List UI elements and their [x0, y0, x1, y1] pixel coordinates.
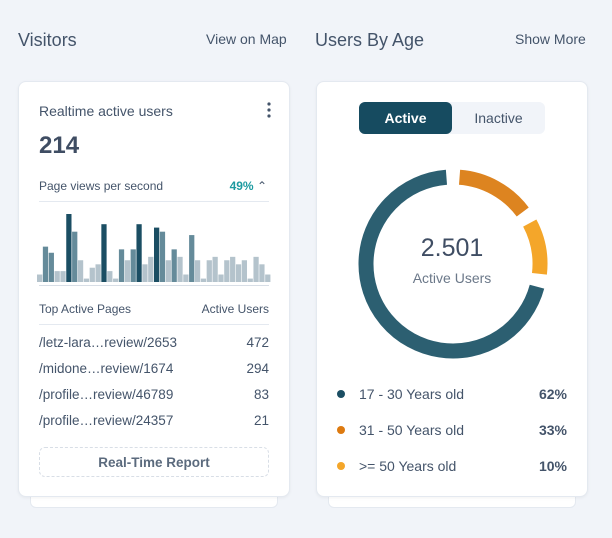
legend-dot — [337, 426, 345, 434]
page-path: /letz-lara…review/2653 — [39, 335, 178, 350]
page-views-bar — [265, 274, 271, 282]
table-row[interactable]: /letz-lara…review/2653 472 — [39, 335, 269, 350]
page-views-bar — [230, 256, 236, 282]
divider — [39, 285, 269, 286]
page-views-bar — [124, 260, 130, 282]
divider — [39, 324, 269, 325]
users-by-age-title: Users By Age — [315, 30, 425, 50]
user-count: 83 — [253, 387, 269, 402]
page-views-bar — [66, 214, 72, 282]
page-views-bar — [83, 278, 90, 282]
show-more-link[interactable]: Show More — [515, 31, 586, 47]
page-views-bar — [159, 231, 166, 282]
page-views-bar — [194, 260, 201, 282]
page-views-bar — [235, 264, 242, 282]
tab-inactive[interactable]: Inactive — [474, 110, 523, 126]
donut-segment — [523, 219, 548, 275]
page-views-bar — [171, 249, 177, 282]
page-views-bar — [130, 249, 136, 282]
visitors-card: Realtime active users 214 Page views per… — [18, 81, 290, 497]
table-row[interactable]: /profile…review/24357 21 — [39, 413, 269, 428]
page-views-bar — [154, 227, 160, 282]
legend-dot — [337, 462, 345, 470]
user-count: 472 — [246, 335, 269, 350]
legend-label: >= 50 Years old — [359, 458, 457, 474]
page-views-bar — [37, 274, 43, 282]
page-views-bar — [60, 271, 66, 282]
page-views-bar — [212, 256, 218, 282]
legend-item: >= 50 Years old 10% — [337, 458, 567, 474]
page-views-bar — [136, 224, 142, 282]
change-value: 49% — [229, 179, 254, 193]
table-row[interactable]: /midone…review/1674 294 — [39, 361, 269, 376]
page-views-bar — [101, 224, 107, 282]
page-views-bar — [72, 231, 78, 282]
page-views-bar-chart — [37, 214, 271, 282]
legend-item: 31 - 50 Years old 33% — [337, 422, 567, 438]
table-header: Top Active Pages Active Users — [39, 302, 269, 316]
page-views-bar — [177, 256, 183, 282]
page-views-bar — [218, 274, 224, 282]
page-views-bar — [107, 271, 113, 282]
donut-segment — [358, 169, 545, 359]
page-path: /midone…review/1674 — [39, 361, 174, 376]
view-on-map-link[interactable]: View on Map — [206, 31, 287, 47]
page-views-bar — [54, 271, 60, 282]
more-options-icon[interactable] — [267, 102, 273, 118]
page-views-bar — [165, 260, 171, 282]
total-users: 2.501 — [420, 234, 484, 262]
chevron-up-icon: ⌃ — [256, 179, 267, 193]
page-views-bar — [241, 260, 247, 282]
visitors-title: Visitors — [18, 30, 77, 50]
total-users-label: Active Users — [412, 270, 492, 286]
page-views-bar — [77, 260, 84, 282]
user-count: 294 — [246, 361, 269, 376]
page-views-bar — [113, 278, 119, 282]
legend-pct: 62% — [538, 386, 567, 402]
page-views-bar — [148, 256, 154, 282]
real-time-report-button[interactable]: Real-Time Report — [39, 447, 269, 477]
page-path: /profile…review/24357 — [39, 413, 174, 428]
col-pages: Top Active Pages — [39, 302, 132, 316]
legend-label: 31 - 50 Years old — [359, 422, 465, 438]
page-path: /profile…review/46789 — [39, 387, 174, 402]
page-views-bar — [95, 264, 101, 282]
page-views-bar — [42, 246, 49, 282]
divider — [39, 201, 269, 202]
page-views-bar — [89, 267, 95, 282]
table-row[interactable]: /profile…review/46789 83 — [39, 387, 269, 402]
page-views-bar — [183, 274, 189, 282]
age-donut-chart — [358, 169, 548, 359]
page-views-bar — [253, 256, 259, 282]
active-user-count: 214 — [39, 132, 80, 159]
legend-dot — [337, 390, 345, 398]
col-users: Active Users — [201, 302, 269, 316]
page-views-bar — [206, 260, 212, 282]
page-views-bar — [224, 260, 230, 282]
legend-pct: 33% — [538, 422, 567, 438]
page-views-bar — [247, 278, 253, 282]
tab-active[interactable]: Active — [359, 102, 452, 134]
page-views-label: Page views per second — [39, 179, 164, 193]
page-views-bar — [118, 249, 125, 282]
user-count: 21 — [253, 413, 269, 428]
users-by-age-card: Active Inactive 2.501 Active Users 17 - … — [316, 81, 588, 497]
legend-pct: 10% — [538, 458, 567, 474]
page-views-change: 49% ⌃ — [230, 179, 267, 193]
page-views-bar — [189, 235, 195, 282]
donut-segment — [458, 169, 529, 217]
page-views-bar — [200, 278, 207, 282]
page-views-bar — [48, 252, 54, 282]
legend-item: 17 - 30 Years old 62% — [337, 386, 567, 402]
card-title: Realtime active users — [39, 103, 173, 119]
page-views-bar — [259, 264, 265, 282]
active-inactive-toggle: Active Inactive — [359, 102, 545, 134]
page-views-bar — [142, 264, 148, 282]
legend-label: 17 - 30 Years old — [359, 386, 465, 402]
